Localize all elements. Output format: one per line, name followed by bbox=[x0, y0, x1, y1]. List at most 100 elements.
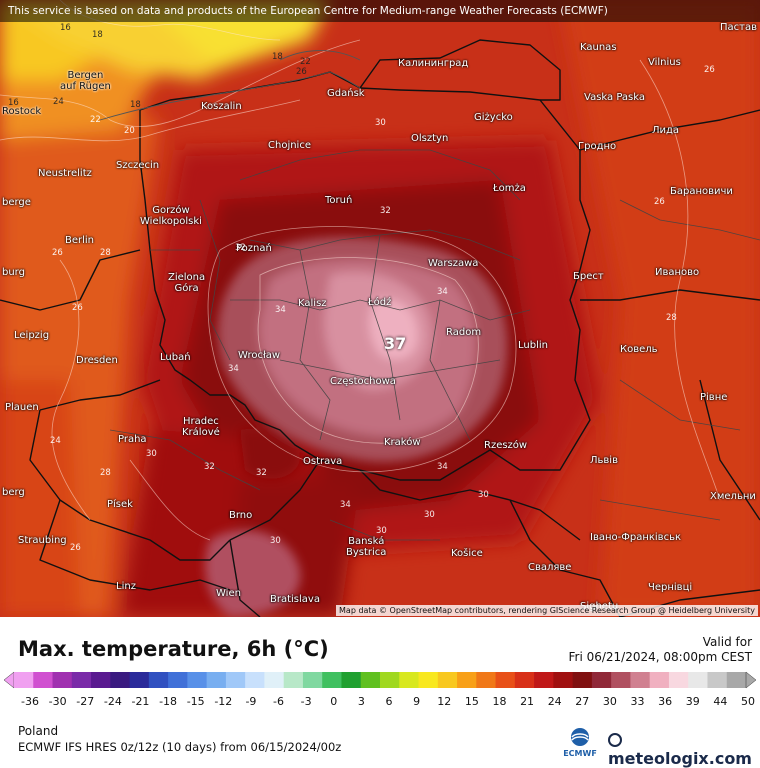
city-label: Gdańsk bbox=[327, 88, 365, 99]
legend-tick-label: -15 bbox=[187, 695, 205, 708]
city-label: berge bbox=[2, 197, 31, 208]
legend-tick-label: -3 bbox=[301, 695, 312, 708]
city-label: Olsztyn bbox=[411, 133, 449, 144]
max-value-label: 37 bbox=[384, 334, 407, 353]
legend-tick-label: 39 bbox=[686, 695, 700, 708]
legend-swatch bbox=[360, 672, 381, 688]
legend-swatch bbox=[110, 672, 131, 688]
legend-swatch bbox=[206, 672, 227, 688]
color-legend: -36 -30 -27 -24 -21 -18 -15 -12 -9 -6 -3 0 3 6 9 12 15 18… bbox=[3, 671, 757, 708]
meteologix-icon bbox=[608, 733, 622, 747]
city-label: berg bbox=[2, 487, 25, 498]
meteologix-logo[interactable]: meteologix.com bbox=[608, 730, 760, 768]
city-label: Львів bbox=[590, 455, 618, 466]
city-label: Wien bbox=[216, 588, 241, 599]
map-attribution[interactable]: Map data © OpenStreetMap contributors, r… bbox=[336, 605, 758, 616]
isotherm-label: 34 bbox=[437, 462, 448, 472]
legend-swatch bbox=[668, 672, 689, 688]
city-label: Łomża bbox=[493, 183, 526, 194]
legend-tick-label: 36 bbox=[658, 695, 672, 708]
city-label: Radom bbox=[446, 327, 482, 338]
isotherm-label: 34 bbox=[228, 364, 239, 374]
svg-text:ECMWF: ECMWF bbox=[563, 749, 597, 758]
city-label: Чернівці bbox=[648, 582, 693, 593]
legend-arrow-right bbox=[745, 671, 757, 689]
city-label: Praha bbox=[118, 434, 147, 445]
legend-swatch bbox=[418, 672, 439, 688]
legend-tick-label: 18 bbox=[492, 695, 506, 708]
legend-swatch bbox=[707, 672, 728, 688]
legend-swatch bbox=[726, 672, 747, 688]
city-label: Kalisz bbox=[298, 298, 327, 309]
city-label: Łódź bbox=[368, 297, 392, 308]
isotherm-label: 30 bbox=[270, 536, 281, 546]
legend-swatch bbox=[129, 672, 150, 688]
isotherm-label: 16 bbox=[8, 98, 19, 108]
isotherm-label: 30 bbox=[146, 449, 157, 459]
city-label: Gorzów Wielkopolski bbox=[140, 205, 202, 227]
city-label: Brno bbox=[229, 510, 253, 521]
city-label: Dresden bbox=[76, 355, 118, 366]
isotherm-label: 24 bbox=[53, 97, 64, 107]
legend-tick-label: 27 bbox=[575, 695, 589, 708]
isotherm-label: 26 bbox=[654, 197, 665, 207]
city-label: Ковель bbox=[620, 344, 658, 355]
isotherm-label: 26 bbox=[296, 67, 307, 77]
forecast-map[interactable]: This service is based on data and produc… bbox=[0, 0, 760, 617]
isotherm-label: 30 bbox=[424, 510, 435, 520]
legend-tick-label: -9 bbox=[245, 695, 256, 708]
city-label: Leipzig bbox=[14, 330, 50, 341]
temperature-field bbox=[0, 0, 760, 617]
legend-tick-label: -12 bbox=[214, 695, 232, 708]
legend-swatch bbox=[437, 672, 458, 688]
city-label: Kaunas bbox=[580, 42, 617, 53]
legend-tick-label: 12 bbox=[437, 695, 451, 708]
ecmwf-notice: This service is based on data and produc… bbox=[0, 0, 760, 22]
city-label: Toruń bbox=[325, 195, 353, 206]
legend-tick-label: 3 bbox=[358, 695, 365, 708]
city-label: Zielona Góra bbox=[168, 272, 206, 294]
isotherm-label: 30 bbox=[478, 490, 489, 500]
chart-title: Max. temperature, 6h (°C) bbox=[18, 637, 329, 661]
legend-swatch bbox=[225, 672, 246, 688]
city-label: Košice bbox=[451, 548, 483, 559]
isotherm-label: 20 bbox=[124, 126, 135, 136]
city-label: Брест bbox=[573, 271, 604, 282]
isotherm-label: 18 bbox=[130, 100, 141, 110]
region-name: Poland bbox=[18, 724, 59, 738]
legend-tick-label: 6 bbox=[386, 695, 393, 708]
legend-swatch bbox=[264, 672, 285, 688]
legend-tick-label: -6 bbox=[273, 695, 284, 708]
legend-tick-label: 30 bbox=[603, 695, 617, 708]
legend-tick-label: -18 bbox=[159, 695, 177, 708]
legend-swatch bbox=[148, 672, 169, 688]
city-label: Berlin bbox=[65, 235, 95, 246]
isotherm-label: 34 bbox=[340, 500, 351, 510]
legend-swatch bbox=[514, 672, 535, 688]
legend-swatch bbox=[71, 672, 92, 688]
legend-tick-label: -24 bbox=[104, 695, 122, 708]
ecmwf-logo[interactable]: ECMWF bbox=[560, 725, 600, 759]
city-label: Калининград bbox=[398, 58, 469, 69]
city-label: Warszawa bbox=[428, 258, 479, 269]
city-label: Koszalin bbox=[201, 101, 242, 112]
isotherm-label: 34 bbox=[437, 287, 448, 297]
city-label: Linz bbox=[116, 581, 136, 592]
legend-swatch bbox=[322, 672, 342, 688]
legend-swatch bbox=[457, 672, 477, 688]
city-label: Hradec Králové bbox=[182, 416, 220, 438]
legend-swatch bbox=[553, 672, 574, 688]
legend-tick-label: 9 bbox=[413, 695, 420, 708]
legend-tick-label: -36 bbox=[21, 695, 39, 708]
isotherm-label: 28 bbox=[100, 468, 111, 478]
isotherm-label: 30 bbox=[376, 526, 387, 536]
isotherm-label: 32 bbox=[380, 206, 391, 216]
isotherm-label: 16 bbox=[60, 23, 71, 33]
city-label: Vilnius bbox=[648, 57, 681, 68]
legend-swatch bbox=[688, 672, 708, 688]
city-label: Сваляве bbox=[528, 562, 572, 573]
isotherm-label: 26 bbox=[52, 248, 63, 258]
isotherm-label: 26 bbox=[70, 543, 81, 553]
legend-tick-label: -27 bbox=[76, 695, 94, 708]
city-label: Lubań bbox=[160, 352, 191, 363]
